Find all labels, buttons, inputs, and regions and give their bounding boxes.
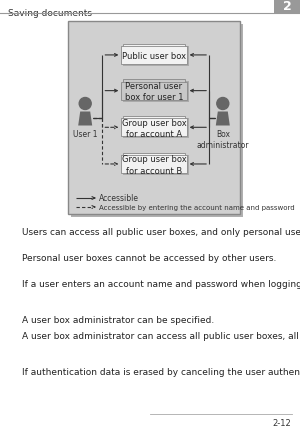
Bar (68, 22, 240, 215)
Text: Group user box
for account B: Group user box for account B (122, 155, 186, 175)
Polygon shape (78, 112, 92, 126)
Bar (123, 117, 185, 121)
Text: 2: 2 (283, 0, 291, 14)
Bar (121, 82, 187, 101)
Bar (121, 47, 187, 65)
Bar (121, 119, 187, 137)
Bar (123, 46, 189, 67)
Text: If a user enters an account name and password when logging on, the group user bo: If a user enters an account name and pas… (22, 279, 300, 288)
Text: Personal user
box for user 1: Personal user box for user 1 (125, 82, 183, 102)
Bar (123, 80, 185, 85)
Text: Saving documents: Saving documents (8, 9, 92, 18)
Text: Users can access all public user boxes, and only personal user boxes that the us: Users can access all public user boxes, … (22, 227, 300, 236)
Text: Box
administrator: Box administrator (196, 130, 249, 150)
Bar (121, 155, 187, 173)
Text: Public user box: Public user box (122, 52, 186, 61)
Circle shape (79, 98, 91, 110)
Text: 2-12: 2-12 (272, 418, 291, 426)
Bar (71, 25, 243, 218)
Bar (123, 45, 185, 49)
Circle shape (217, 98, 229, 110)
Text: A user box administrator can access all public user boxes, all personal user box: A user box administrator can access all … (22, 331, 300, 340)
Bar (274, 0, 300, 14)
Bar (123, 153, 185, 158)
Text: If authentication data is erased by canceling the user authentication settings o: If authentication data is erased by canc… (22, 368, 300, 377)
Bar (123, 82, 189, 102)
Text: User 1: User 1 (73, 130, 98, 139)
Polygon shape (216, 112, 230, 126)
Bar (123, 119, 189, 139)
Bar (123, 155, 189, 176)
Text: Group user box
for account A: Group user box for account A (122, 118, 186, 138)
Text: A user box administrator can be specified.: A user box administrator can be specifie… (22, 316, 214, 325)
Text: Personal user boxes cannot be accessed by other users.: Personal user boxes cannot be accessed b… (22, 253, 276, 262)
Text: Accessible: Accessible (99, 194, 139, 203)
Text: Accessible by entering the account name and password: Accessible by entering the account name … (99, 204, 295, 210)
